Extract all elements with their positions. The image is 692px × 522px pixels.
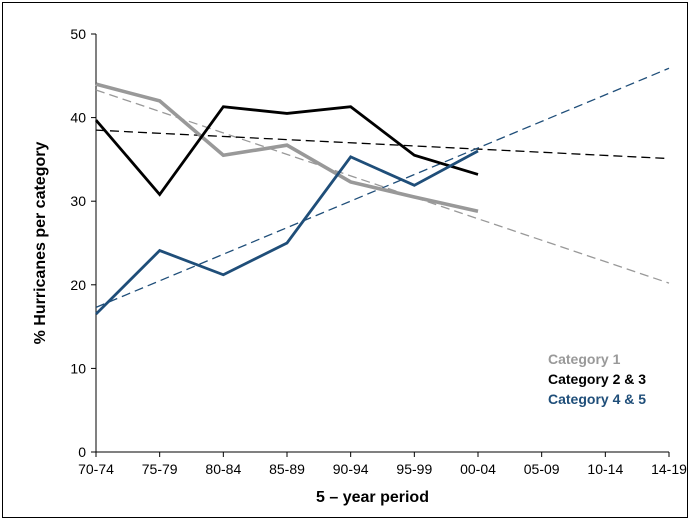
y-axis-title: % Hurricanes per category [32, 142, 49, 345]
x-tick-label: 10-14 [587, 461, 623, 477]
y-tick-label: 20 [70, 277, 86, 293]
y-tick-label: 30 [70, 193, 86, 209]
line-series-3 [95, 149, 479, 316]
chart-frame: 0 10 20 30 40 50 70-74 75-79 80-84 85-89 90-94 95-9… [2, 2, 688, 518]
x-tick-label: 80-84 [205, 461, 241, 477]
x-tick-label: 75-79 [142, 461, 178, 477]
y-tick-label: 10 [70, 360, 86, 376]
line-chart: 0 10 20 30 40 50 70-74 75-79 80-84 85-89 90-94 95-9… [32, 26, 687, 506]
line-series-2 [94, 105, 479, 197]
y-tick-label: 0 [78, 444, 86, 460]
trendline-series-1 [95, 89, 670, 284]
x-tick-label: 85-89 [269, 461, 305, 477]
x-tick-label: 14-19 [651, 461, 687, 477]
legend-entry-3: Category 4 & 5 [548, 391, 646, 407]
trendline-series-2 [95, 129, 670, 160]
line-series-1 [95, 82, 479, 213]
legend-entry-1: Category 1 [548, 351, 621, 367]
x-tick-label: 00-04 [460, 461, 496, 477]
x-tick-label: 90-94 [333, 461, 369, 477]
y-tick-label: 40 [70, 110, 86, 126]
x-tick-label: 70-74 [78, 461, 114, 477]
legend-entry-2: Category 2 & 3 [548, 371, 646, 387]
y-tick-label: 50 [70, 26, 86, 42]
x-tick-label: 05-09 [524, 461, 560, 477]
x-tick-label: 95-99 [396, 461, 432, 477]
x-axis-title: 5 – year period [316, 489, 429, 506]
